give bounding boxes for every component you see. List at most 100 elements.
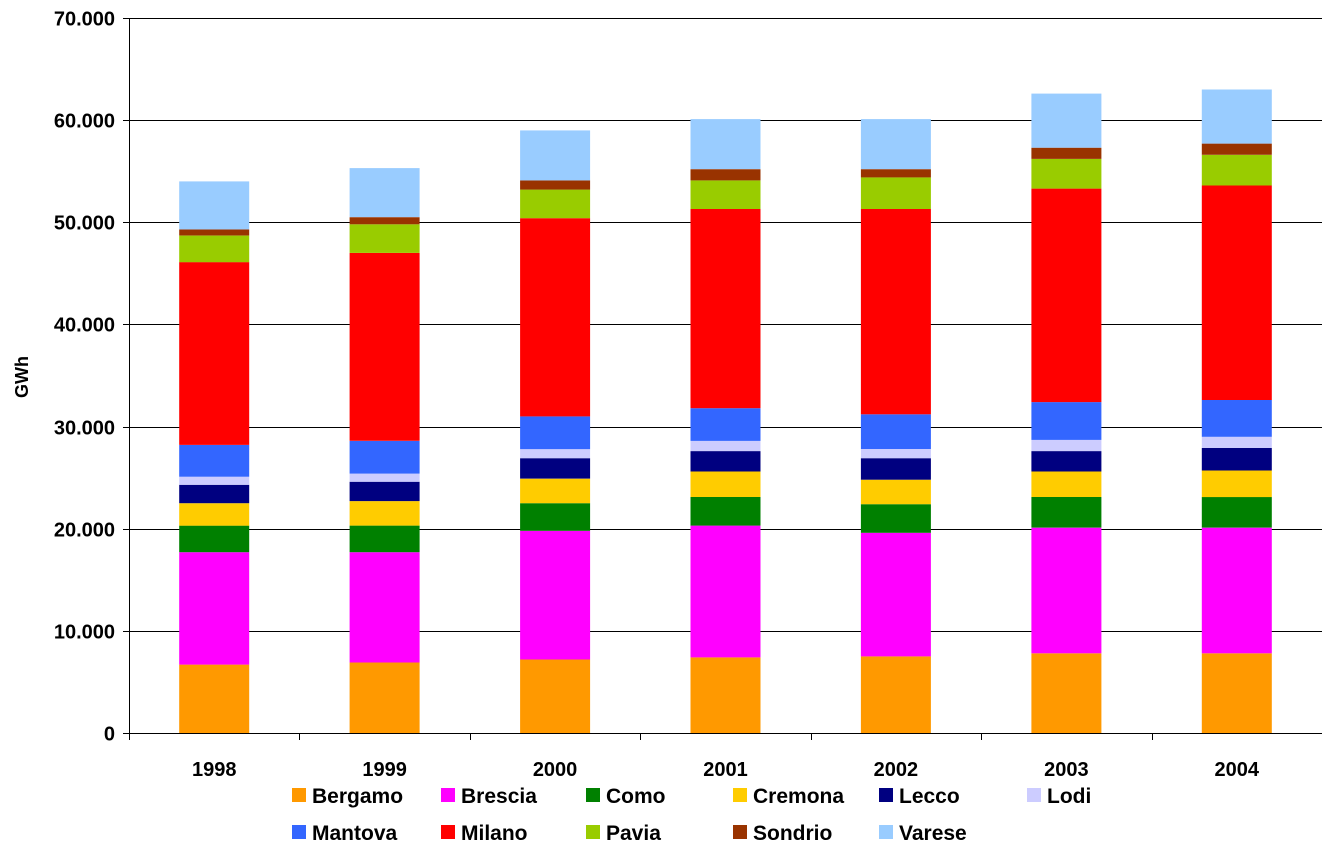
y-axis-label: GWh xyxy=(12,356,32,398)
bar-lodi-2002 xyxy=(860,449,931,459)
legend-swatch-mantova xyxy=(292,825,306,839)
bar-mantova-1998 xyxy=(179,445,250,477)
legend-label-mantova: Mantova xyxy=(312,822,398,845)
bar-lodi-1999 xyxy=(349,473,420,482)
bar-lodi-2000 xyxy=(520,449,591,459)
bar-pavia-2003 xyxy=(1031,159,1102,189)
bar-bergamo-2004 xyxy=(1201,653,1272,733)
legend-swatch-cremona xyxy=(733,788,747,802)
legend-label-milano: Milano xyxy=(461,822,528,845)
bar-lodi-1998 xyxy=(179,476,250,485)
bar-lecco-2003 xyxy=(1031,451,1102,472)
bar-como-2000 xyxy=(520,503,591,531)
bar-como-2001 xyxy=(690,497,761,526)
bar-bergamo-2001 xyxy=(690,657,761,733)
bar-bergamo-2002 xyxy=(860,656,931,733)
bar-mantova-2004 xyxy=(1201,400,1272,437)
bar-sondrio-2002 xyxy=(860,169,931,178)
bar-varese-2001 xyxy=(690,119,761,170)
bar-brescia-2004 xyxy=(1201,527,1272,654)
legend-label-brescia: Brescia xyxy=(461,785,537,808)
legend-swatch-varese xyxy=(879,825,893,839)
y-tick-label: 30.000 xyxy=(54,418,115,440)
bar-cremona-2004 xyxy=(1201,470,1272,498)
bar-milano-2004 xyxy=(1201,185,1272,400)
bar-milano-1999 xyxy=(349,252,420,441)
bar-pavia-2001 xyxy=(690,180,761,209)
y-tick-label: 60.000 xyxy=(54,111,115,133)
bar-milano-1998 xyxy=(179,262,250,445)
x-tick-label: 2001 xyxy=(703,759,748,781)
bar-varese-2000 xyxy=(520,130,591,181)
legend-label-lodi: Lodi xyxy=(1047,785,1091,808)
legend-label-lecco: Lecco xyxy=(899,785,960,808)
bar-como-2002 xyxy=(860,504,931,533)
x-tick-label: 2004 xyxy=(1215,759,1260,781)
bar-bergamo-2003 xyxy=(1031,653,1102,733)
x-tick-label: 1999 xyxy=(362,759,407,781)
legend-label-pavia: Pavia xyxy=(606,822,661,845)
bar-sondrio-1999 xyxy=(349,217,420,225)
legend-swatch-sondrio xyxy=(733,825,747,839)
bar-mantova-2003 xyxy=(1031,402,1102,440)
bar-varese-1999 xyxy=(349,168,420,218)
bar-cremona-1999 xyxy=(349,501,420,526)
bar-como-1999 xyxy=(349,525,420,553)
legend-swatch-lecco xyxy=(879,788,893,802)
y-tick-label: 50.000 xyxy=(54,213,115,235)
bar-lecco-2002 xyxy=(860,458,931,480)
legend: Bergamo Brescia Como Cremona Lecco Lodi Mantov… xyxy=(292,785,1091,845)
legend-label-como: Como xyxy=(606,785,666,808)
bar-sondrio-1998 xyxy=(179,229,250,236)
bar-cremona-1998 xyxy=(179,503,250,526)
bar-pavia-1998 xyxy=(179,235,250,263)
legend-swatch-pavia xyxy=(586,825,600,839)
bar-varese-1998 xyxy=(179,181,250,230)
bar-milano-2000 xyxy=(520,218,591,417)
bar-bergamo-1999 xyxy=(349,662,420,733)
bar-pavia-2000 xyxy=(520,189,591,219)
bar-brescia-1998 xyxy=(179,552,250,665)
bar-lecco-1998 xyxy=(179,484,250,504)
legend-swatch-brescia xyxy=(441,788,455,802)
bar-pavia-2002 xyxy=(860,177,931,209)
bar-lecco-2000 xyxy=(520,458,591,479)
bar-brescia-2000 xyxy=(520,530,591,660)
bar-milano-2001 xyxy=(690,209,761,409)
bar-como-1998 xyxy=(179,525,250,553)
bar-lodi-2004 xyxy=(1201,436,1272,448)
bar-lecco-2001 xyxy=(690,451,761,472)
y-tick-label: 0 xyxy=(104,724,115,746)
x-tick-label: 2003 xyxy=(1044,759,1089,781)
bar-brescia-2002 xyxy=(860,532,931,657)
y-tick-label: 20.000 xyxy=(54,520,115,542)
bar-mantova-2000 xyxy=(520,416,591,450)
y-tick-label: 70.000 xyxy=(54,9,115,31)
bar-sondrio-2001 xyxy=(690,169,761,181)
bar-sondrio-2003 xyxy=(1031,147,1102,159)
bar-lodi-2001 xyxy=(690,440,761,452)
bar-brescia-2003 xyxy=(1031,527,1102,654)
x-tick-label: 2000 xyxy=(533,759,578,781)
bar-como-2004 xyxy=(1201,497,1272,528)
legend-swatch-milano xyxy=(441,825,455,839)
y-tick-label: 10.000 xyxy=(54,622,115,644)
x-tick-label: 2002 xyxy=(874,759,919,781)
legend-swatch-como xyxy=(586,788,600,802)
bar-lecco-2004 xyxy=(1201,448,1272,471)
legend-swatch-lodi xyxy=(1027,788,1041,802)
bars xyxy=(179,89,1272,733)
bar-mantova-2002 xyxy=(860,414,931,449)
bar-varese-2003 xyxy=(1031,93,1102,148)
tick-labels: 0 10.000 20.000 30.000 40.000 50.000 60.000 70.… xyxy=(54,9,1260,782)
bar-milano-2002 xyxy=(860,209,931,415)
bar-milano-2003 xyxy=(1031,188,1102,403)
bar-varese-2002 xyxy=(860,119,931,170)
bar-pavia-2004 xyxy=(1201,154,1272,186)
bar-varese-2004 xyxy=(1201,89,1272,144)
bar-mantova-1999 xyxy=(349,440,420,474)
legend-label-sondrio: Sondrio xyxy=(753,822,832,845)
bar-pavia-1999 xyxy=(349,224,420,253)
legend-swatch-bergamo xyxy=(292,788,306,802)
